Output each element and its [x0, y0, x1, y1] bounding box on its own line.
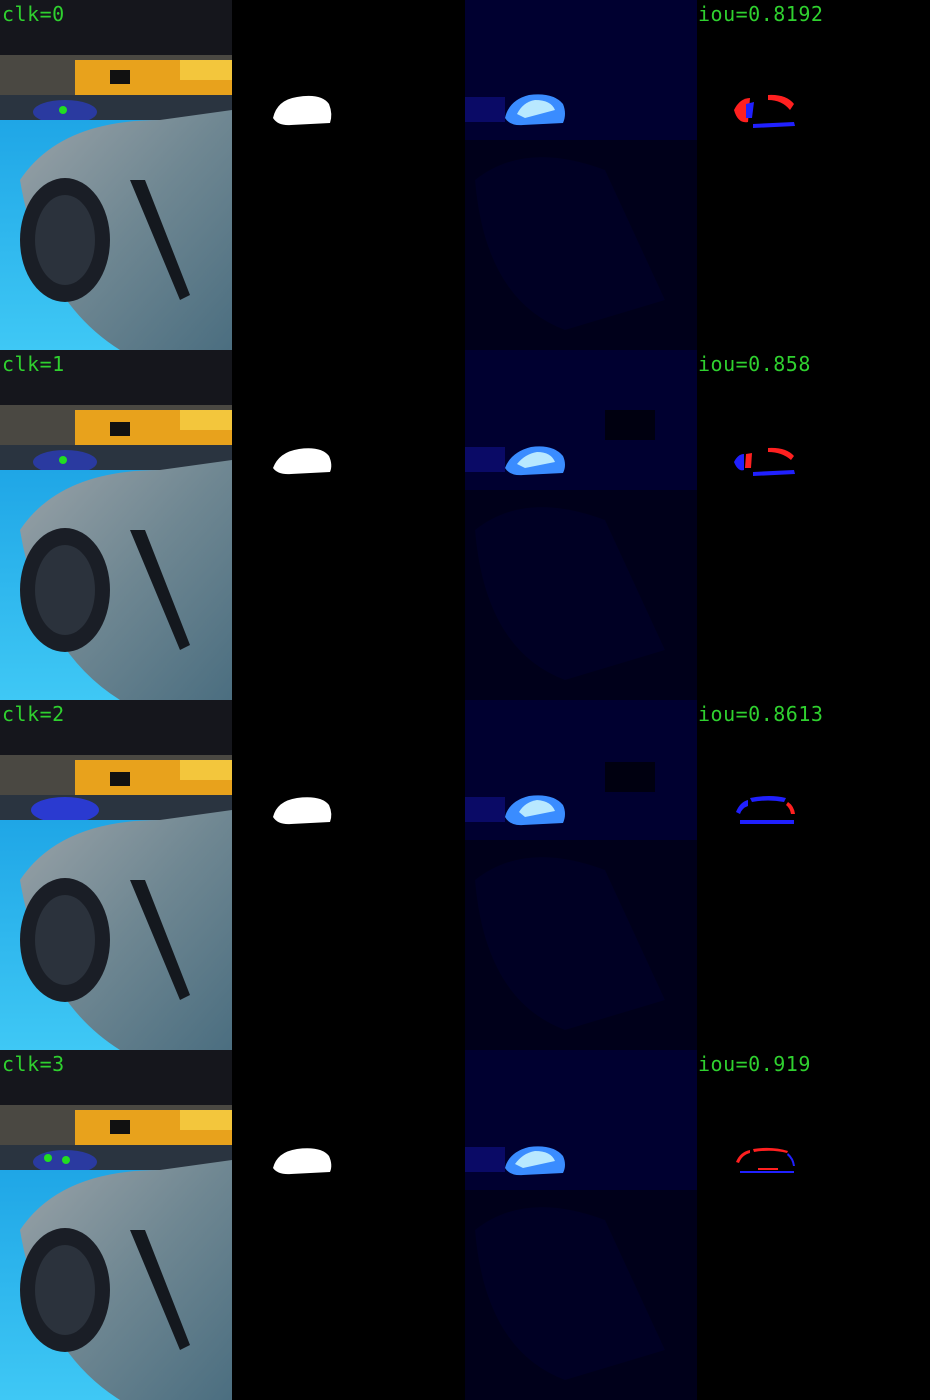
mask-shape	[233, 1050, 465, 1400]
input-image-panel: clk=2	[0, 700, 232, 1050]
iou-score-label: iou=0.858	[698, 352, 811, 376]
iteration-row: clk=1	[0, 350, 930, 700]
probability-map-panel	[465, 700, 697, 1050]
click-point-marker	[59, 106, 67, 114]
input-image-panel: clk=0	[0, 0, 232, 350]
click-count-label: clk=2	[2, 702, 65, 726]
car-photo	[0, 1050, 232, 1400]
predicted-mask-panel	[233, 0, 465, 350]
error-overlay	[698, 0, 930, 350]
iteration-row: clk=3	[0, 1050, 930, 1400]
error-map-panel: iou=0.919	[698, 1050, 930, 1400]
input-image-panel: clk=3	[0, 1050, 232, 1400]
iteration-row: clk=0	[0, 0, 930, 350]
error-map-panel: iou=0.8192	[698, 0, 930, 350]
iteration-row: clk=2	[0, 700, 930, 1050]
click-count-label: clk=1	[2, 352, 65, 376]
heatmap	[465, 350, 697, 700]
error-overlay	[698, 700, 930, 1050]
click-point-marker	[44, 1154, 52, 1162]
predicted-mask-panel	[233, 700, 465, 1050]
click-point-marker	[62, 1156, 70, 1164]
iou-score-label: iou=0.8192	[698, 2, 824, 26]
heatmap	[465, 0, 697, 350]
iou-score-label: iou=0.8613	[698, 702, 824, 726]
car-photo	[0, 700, 232, 1050]
error-map-panel: iou=0.8613	[698, 700, 930, 1050]
error-overlay	[698, 1050, 930, 1400]
probability-map-panel	[465, 350, 697, 700]
error-map-panel: iou=0.858	[698, 350, 930, 700]
mask-shape	[233, 0, 465, 350]
probability-map-panel	[465, 0, 697, 350]
click-count-label: clk=3	[2, 1052, 65, 1076]
heatmap	[465, 1050, 697, 1400]
mask-shape	[233, 700, 465, 1050]
click-point-marker	[59, 456, 67, 464]
predicted-mask-panel	[233, 1050, 465, 1400]
car-photo	[0, 350, 232, 700]
predicted-mask-panel	[233, 350, 465, 700]
iou-score-label: iou=0.919	[698, 1052, 811, 1076]
error-overlay	[698, 350, 930, 700]
mask-shape	[233, 350, 465, 700]
probability-map-panel	[465, 1050, 697, 1400]
input-image-panel: clk=1	[0, 350, 232, 700]
car-photo	[0, 0, 232, 350]
click-count-label: clk=0	[2, 2, 65, 26]
heatmap	[465, 700, 697, 1050]
